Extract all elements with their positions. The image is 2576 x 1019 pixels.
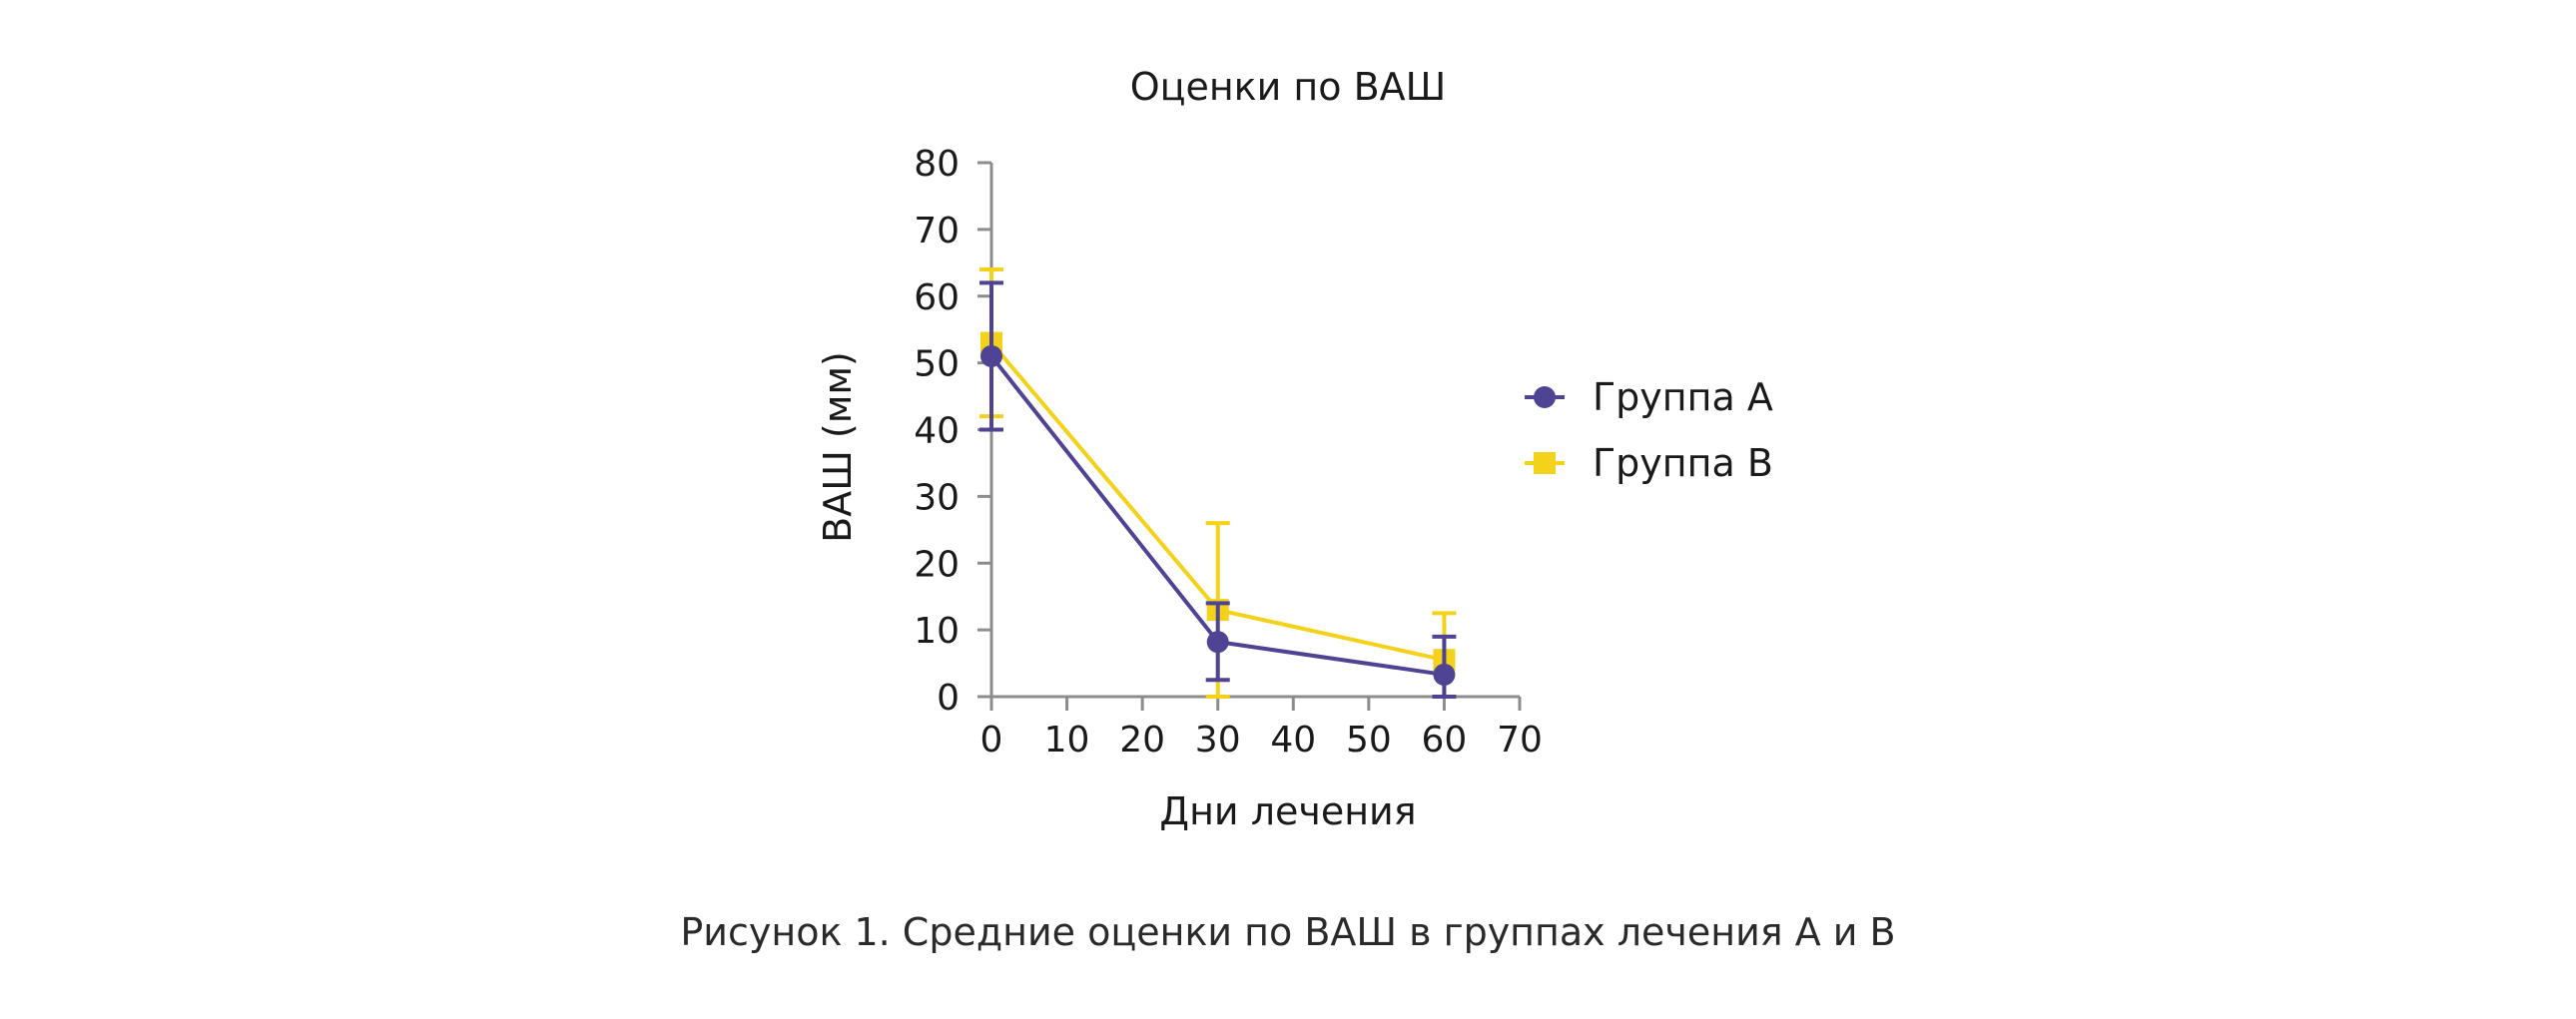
x-axis-label: Дни лечения bbox=[1159, 789, 1416, 833]
y-tick-label: 70 bbox=[914, 211, 960, 252]
data-point bbox=[1433, 663, 1456, 686]
y-tick-label: 40 bbox=[914, 411, 960, 452]
x-tick-label: 50 bbox=[1346, 720, 1392, 761]
axes: 0 10 20 30 40 50 60 70 80 0 10 20 30 40 50 60 70 bbox=[914, 144, 1543, 761]
legend-label: Группа В bbox=[1593, 441, 1773, 485]
legend-item-2: Группа В bbox=[1525, 441, 1773, 485]
x-tick-label: 40 bbox=[1270, 720, 1316, 761]
y-tick-label: 30 bbox=[914, 477, 960, 518]
x-tick-label: 20 bbox=[1119, 720, 1165, 761]
figure-caption: Рисунок 1. Средние оценки по ВАШ в групп… bbox=[680, 910, 1896, 954]
y-axis-label: ВАШ (мм) bbox=[816, 351, 860, 543]
series-1 bbox=[979, 280, 1457, 699]
y-tick-label: 20 bbox=[914, 544, 960, 585]
y-tick-label: 50 bbox=[914, 344, 960, 385]
plot-area bbox=[979, 267, 1457, 699]
data-point bbox=[980, 344, 1002, 367]
y-tick-label: 10 bbox=[914, 611, 960, 652]
x-tick-label: 10 bbox=[1044, 720, 1090, 761]
legend-marker bbox=[1534, 452, 1556, 474]
x-tick-label: 0 bbox=[980, 720, 1003, 761]
x-tick-label: 60 bbox=[1422, 720, 1468, 761]
x-tick-label: 70 bbox=[1497, 720, 1543, 761]
legend-label: Группа А bbox=[1593, 375, 1773, 419]
y-tick-label: 80 bbox=[914, 144, 960, 185]
y-tick-label: 60 bbox=[914, 277, 960, 318]
data-point bbox=[1206, 631, 1229, 654]
chart-title: Оценки по ВАШ bbox=[1130, 65, 1447, 109]
y-tick-label: 0 bbox=[937, 678, 960, 719]
legend: Группа А Группа В bbox=[1525, 375, 1773, 485]
legend-item-1: Группа А bbox=[1525, 375, 1773, 419]
legend-marker bbox=[1534, 386, 1556, 408]
x-tick-label: 30 bbox=[1195, 720, 1241, 761]
